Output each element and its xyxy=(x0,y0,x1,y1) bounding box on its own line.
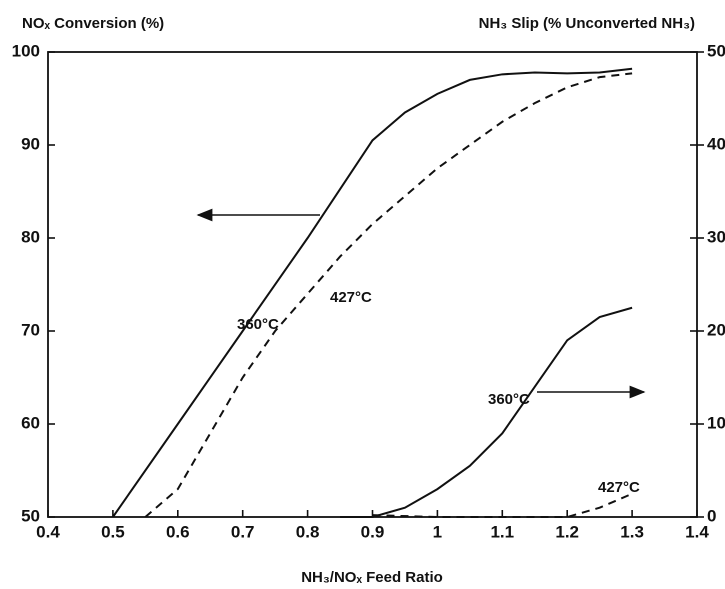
right-axis-title: NH₃ Slip (% Unconverted NH₃) xyxy=(479,15,695,32)
x-tick-label: 0.5 xyxy=(101,522,125,541)
x-tick-label: 0.9 xyxy=(361,522,385,541)
y-tick-label: 50 xyxy=(21,506,40,525)
y2-tick-label: 10 xyxy=(707,413,725,432)
series-label: 427°C xyxy=(598,479,640,496)
y-tick-label: 80 xyxy=(21,227,40,246)
y-tick-label: 90 xyxy=(21,134,40,153)
y-tick-label: 100 xyxy=(12,41,40,60)
data-line xyxy=(112,67,633,518)
x-tick-label: 0.7 xyxy=(231,522,255,541)
plot-frame xyxy=(47,51,698,518)
left-axis-title: NOₓ Conversion (%) xyxy=(22,15,164,32)
x-tick-label: 1 xyxy=(433,522,442,541)
data-line xyxy=(144,72,633,518)
x-tick-label: 1.2 xyxy=(555,522,579,541)
y2-tick-label: 40 xyxy=(707,134,725,153)
x-tick-label: 1.4 xyxy=(685,522,709,541)
y2-tick-label: 50 xyxy=(707,41,725,60)
y2-tick-label: 20 xyxy=(707,320,725,339)
y2-tick-label: 30 xyxy=(707,227,725,246)
y-tick-label: 70 xyxy=(21,320,40,339)
series-label: 427°C xyxy=(330,289,372,306)
x-tick-label: 0.4 xyxy=(36,522,60,541)
x-tick-label: 1.1 xyxy=(490,522,514,541)
series-label: 360°C xyxy=(237,316,279,333)
series-label: 360°C xyxy=(488,391,530,408)
data-line xyxy=(340,306,633,518)
x-tick-label: 0.6 xyxy=(166,522,190,541)
x-tick-label: 0.8 xyxy=(296,522,320,541)
x-tick-label: 1.3 xyxy=(620,522,644,541)
y-tick-label: 60 xyxy=(21,413,40,432)
y2-tick-label: 0 xyxy=(707,506,716,525)
x-axis-title: NH₃/NOₓ Feed Ratio xyxy=(301,569,443,586)
